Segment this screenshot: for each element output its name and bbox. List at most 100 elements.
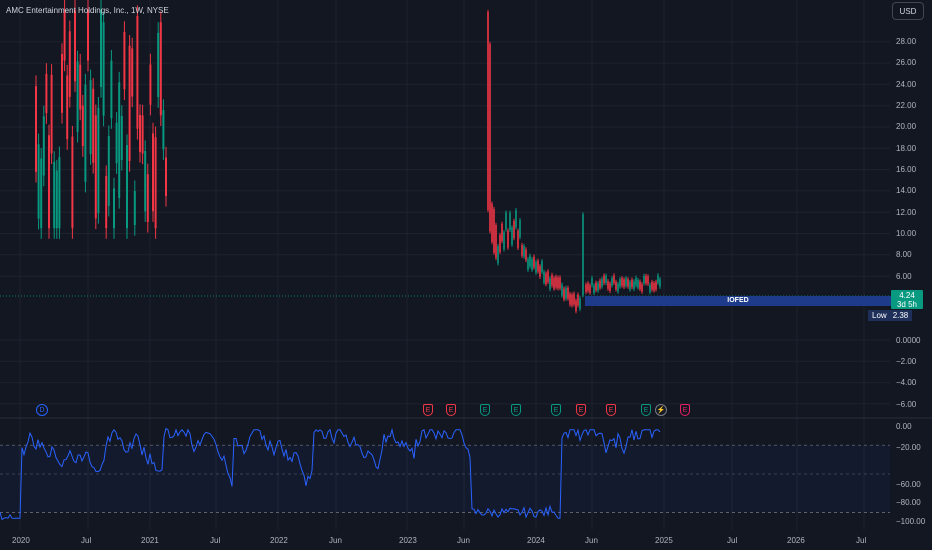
price-candle (50, 74, 53, 154)
price-tick: 12.00 (896, 208, 917, 217)
symbol-title[interactable]: AMC Entertainment Holdings, Inc., 1W, NY… (6, 6, 169, 15)
price-candle (531, 259, 533, 270)
price-candle (501, 223, 503, 241)
time-tick: Jul (210, 536, 221, 545)
price-candle (533, 256, 535, 268)
price-candle (567, 287, 569, 299)
price-candle (659, 279, 661, 287)
price-candle (529, 255, 531, 267)
price-candle (105, 176, 108, 229)
split-event-icon[interactable]: ⚡ (655, 404, 667, 416)
price-candle (102, 22, 105, 116)
price-candle (509, 212, 511, 230)
price-candle (120, 115, 123, 160)
price-candle (89, 80, 92, 155)
price-candle (37, 144, 40, 219)
price-tick: 10.00 (896, 229, 917, 238)
price-candle (647, 276, 649, 284)
price-candle (110, 60, 113, 119)
price-candle (653, 283, 655, 291)
price-candle (563, 288, 565, 300)
price-candle (649, 284, 651, 293)
price-candle (609, 283, 611, 291)
price-candle (527, 259, 529, 270)
price-candle (585, 284, 587, 293)
price-candle (489, 43, 491, 232)
price-candle (511, 227, 513, 245)
earnings-event-icon[interactable]: E (480, 404, 490, 416)
price-candle (133, 191, 136, 226)
williams-r-line (0, 427, 661, 521)
iofed-zone-label[interactable]: IOFED (585, 296, 891, 306)
price-candle (499, 234, 501, 252)
time-tick: 2026 (787, 536, 805, 545)
price-candle (92, 88, 95, 163)
dividend-event-icon[interactable]: D (36, 404, 48, 416)
price-candle (569, 293, 571, 305)
price-candle (66, 75, 69, 140)
time-tick: Jun (329, 536, 342, 545)
price-candle (149, 64, 152, 105)
indicator-tick: −100.00 (896, 517, 926, 526)
price-candle (579, 298, 581, 309)
price-candle (551, 274, 553, 286)
price-candle (40, 158, 43, 229)
price-candle (513, 221, 515, 239)
time-tick: Jun (585, 536, 598, 545)
price-tick: 24.00 (896, 80, 917, 89)
low-value: 2.38 (892, 311, 909, 320)
price-candle (545, 273, 547, 285)
price-candle (157, 32, 160, 98)
price-candle (637, 280, 639, 288)
last-price-badge: 4.24 3d 5h (891, 290, 923, 309)
price-candle (503, 232, 505, 250)
last-price-value: 4.24 (899, 291, 915, 300)
price-candle (541, 261, 543, 272)
time-tick: 2024 (527, 536, 545, 545)
earnings-event-icon[interactable]: E (641, 404, 651, 416)
price-candle (154, 137, 157, 229)
price-candle (71, 136, 74, 229)
price-candle (76, 61, 79, 132)
price-tick: 26.00 (896, 58, 917, 67)
earnings-event-icon[interactable]: E (680, 404, 690, 416)
earnings-event-icon[interactable]: E (423, 404, 433, 416)
price-candle (639, 281, 641, 290)
price-candle (619, 279, 621, 287)
price-candle (521, 245, 523, 256)
price-candle (515, 210, 517, 228)
indicator-band (0, 445, 890, 513)
price-candle (131, 48, 134, 97)
price-candle (645, 275, 647, 284)
price-candle (35, 86, 37, 172)
indicator-tick: −20.00 (896, 443, 921, 452)
price-tick: −2.00 (896, 357, 917, 366)
price-candle (141, 115, 144, 154)
price-candle (519, 220, 521, 238)
price-candle (58, 157, 61, 229)
price-candle (543, 271, 545, 283)
earnings-event-icon[interactable]: E (551, 404, 561, 416)
price-candle (651, 282, 653, 290)
earnings-event-icon[interactable]: E (606, 404, 616, 416)
price-tick: 0.0000 (896, 336, 921, 345)
indicator-tick: 0.00 (896, 422, 912, 431)
price-candle (63, 9, 66, 61)
earnings-event-icon[interactable]: E (576, 404, 586, 416)
price-candle (641, 284, 643, 292)
price-candle (599, 280, 601, 288)
earnings-event-icon[interactable]: E (446, 404, 456, 416)
price-tick: −6.00 (896, 400, 917, 409)
price-candle (79, 64, 82, 110)
indicator-tick: −60.00 (896, 480, 921, 489)
price-candle (655, 281, 657, 290)
low-price-marker: Low 2.38 (868, 310, 913, 321)
price-candle (607, 281, 609, 289)
price-candle (555, 276, 557, 288)
currency-button[interactable]: USD (892, 2, 924, 20)
earnings-event-icon[interactable]: E (511, 404, 521, 416)
price-candle (81, 105, 84, 147)
price-candle (139, 114, 141, 152)
price-candle (595, 282, 597, 291)
